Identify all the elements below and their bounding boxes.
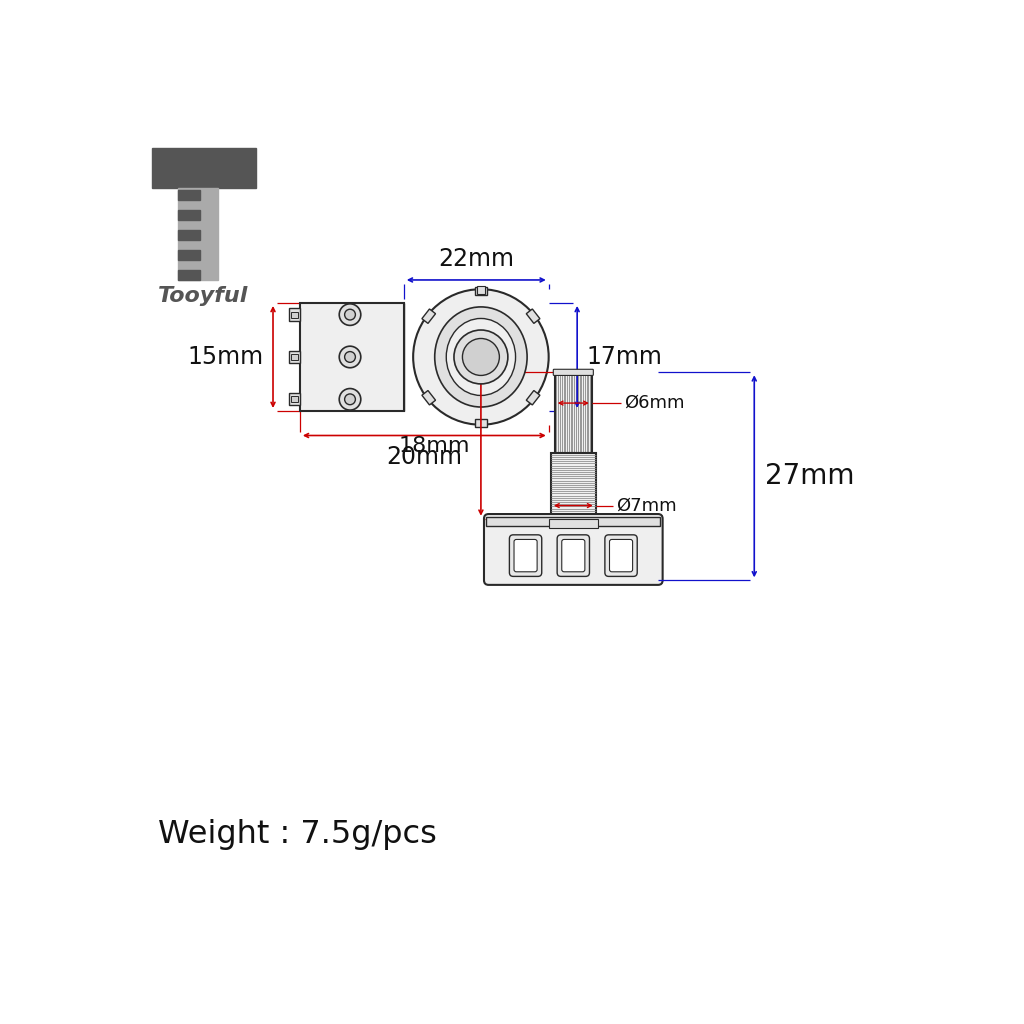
Text: 27mm: 27mm [765,462,855,490]
Text: 20mm: 20mm [386,444,462,469]
Text: Ø7mm: Ø7mm [615,497,676,515]
Bar [477,286,484,294]
Bar [300,303,403,411]
Text: Ø6mm: Ø6mm [625,394,685,412]
Bar [289,393,300,406]
Bar [291,396,298,402]
Bar [178,270,200,280]
Bar [178,187,218,280]
Circle shape [339,388,360,410]
Bar [178,230,200,240]
FancyBboxPatch shape [475,420,487,427]
Circle shape [339,346,360,368]
Text: 15mm: 15mm [187,345,264,369]
Circle shape [345,351,355,362]
FancyBboxPatch shape [553,370,593,376]
FancyBboxPatch shape [609,540,633,571]
FancyBboxPatch shape [475,287,487,295]
Bar [178,210,200,220]
Circle shape [463,339,500,376]
FancyBboxPatch shape [422,309,435,324]
Ellipse shape [435,307,527,407]
FancyBboxPatch shape [557,535,590,577]
FancyBboxPatch shape [509,535,542,577]
Text: Tooyful: Tooyful [158,286,248,306]
Bar [178,250,200,260]
Circle shape [345,394,355,404]
FancyBboxPatch shape [526,309,540,324]
Bar [549,519,598,528]
Bar [555,373,592,454]
Circle shape [345,309,355,319]
FancyBboxPatch shape [605,535,637,577]
Text: Weight : 7.5g/pcs: Weight : 7.5g/pcs [158,819,436,850]
Bar [551,454,596,519]
Bar [289,308,300,321]
FancyBboxPatch shape [562,540,585,571]
FancyBboxPatch shape [514,540,538,571]
Text: 18mm: 18mm [398,435,470,456]
Bar [291,354,298,360]
Text: 17mm: 17mm [587,345,663,369]
Circle shape [454,330,508,384]
FancyBboxPatch shape [526,390,540,404]
Bar [153,147,256,187]
Bar [289,351,300,364]
Bar [486,517,660,526]
Bar [178,189,200,200]
Circle shape [413,289,549,425]
Text: 22mm: 22mm [438,247,514,270]
Ellipse shape [446,318,515,395]
FancyBboxPatch shape [422,390,435,404]
Circle shape [339,304,360,326]
Bar [291,311,298,317]
FancyBboxPatch shape [484,514,663,585]
